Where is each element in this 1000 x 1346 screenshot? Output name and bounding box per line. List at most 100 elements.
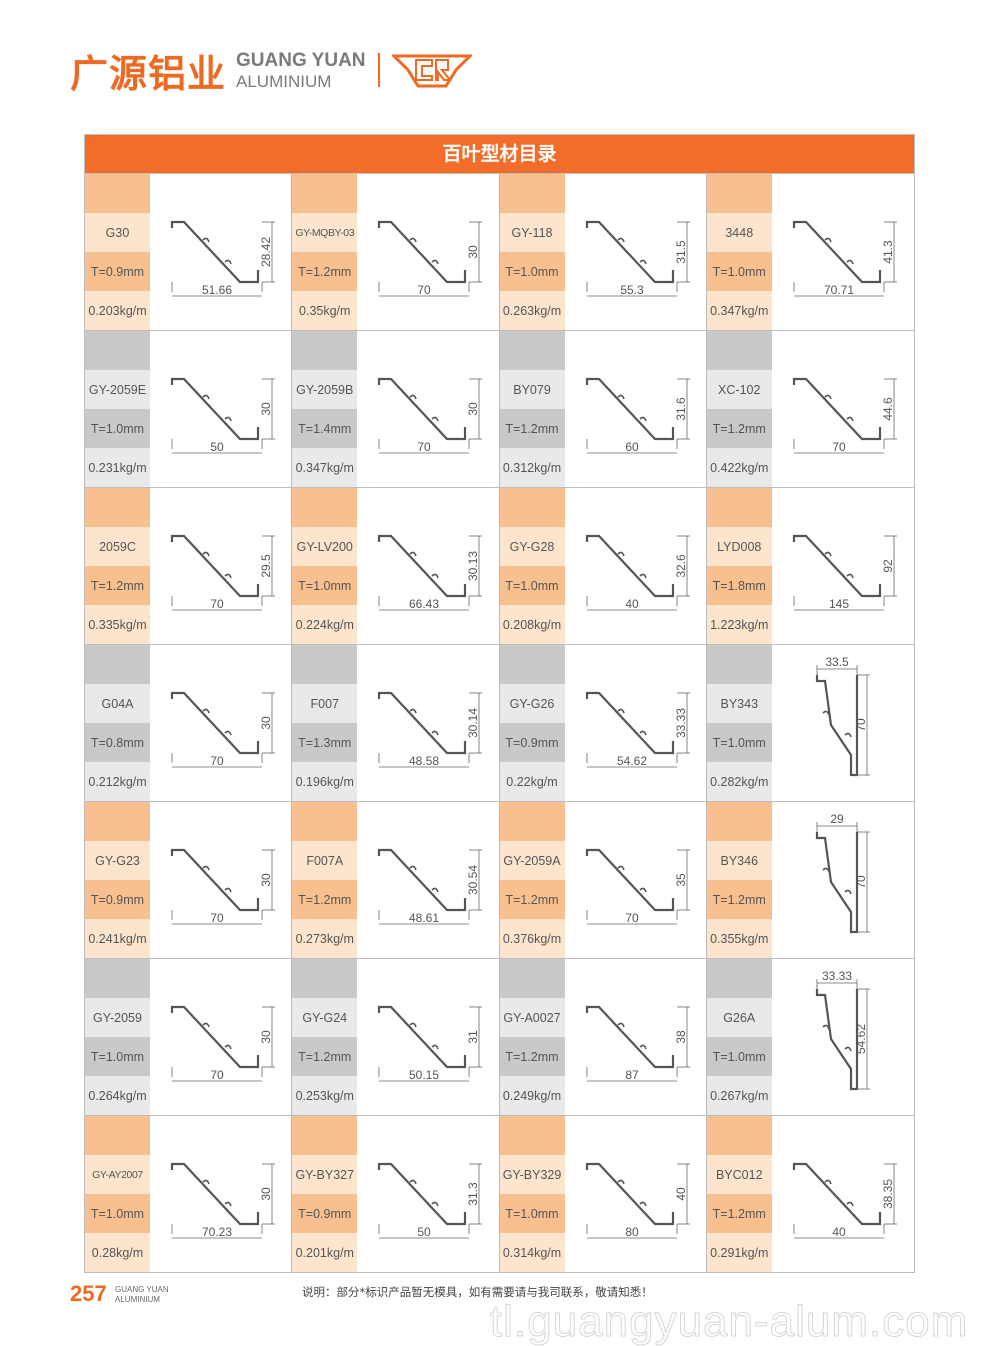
profile-outline <box>585 848 674 912</box>
profile-weight: 0.376kg/m <box>499 919 565 958</box>
profile-thickness: T=1.3mm <box>292 723 358 762</box>
profile-weight: 0.273kg/m <box>292 919 358 958</box>
height-value: 40 <box>674 1187 688 1201</box>
profile-label-column: GY-BY327 T=0.9mm 0.201kg/m <box>292 1116 358 1272</box>
label-spacer <box>85 802 150 841</box>
profile-outline <box>792 534 881 598</box>
profile-label-column: GY-118 T=1.0mm 0.263kg/m <box>499 174 565 330</box>
width-value: 66.43 <box>409 597 439 611</box>
profile-outline <box>170 691 260 755</box>
profile-label-column: GY-G26 T=0.9mm 0.22kg/m <box>499 645 565 801</box>
height-value: 30 <box>259 1187 273 1201</box>
profile-code: BYC012 <box>706 1155 772 1194</box>
profile-thickness: T=1.4mm <box>292 409 358 448</box>
profile-code: GY-BY327 <box>292 1155 358 1194</box>
profile-section-diagram: 33.33 54.62 <box>815 969 870 1091</box>
width-value: 70 <box>418 440 432 454</box>
profile-item: G30 T=0.9mm 0.203kg/m 51.66 28.42 <box>85 174 293 330</box>
profile-label-column: G04A T=0.8mm 0.212kg/m <box>85 645 150 801</box>
clip-hooks <box>202 551 232 579</box>
profile-thickness: T=0.9mm <box>85 252 150 291</box>
width-value: 60 <box>625 440 639 454</box>
profile-item: GY-LV200 T=1.0mm 0.224kg/m 66.43 30.13 <box>292 488 500 644</box>
profile-drawing: 70 29.5 <box>150 488 291 644</box>
profile-outline <box>585 691 674 755</box>
profile-thickness: T=1.2mm <box>499 880 565 919</box>
width-value: 51.66 <box>202 283 232 297</box>
label-spacer <box>706 174 772 213</box>
profile-outline <box>585 377 674 441</box>
profile-item: GY-118 T=1.0mm 0.263kg/m 55.3 31.5 <box>499 174 707 330</box>
profile-code: GY-G26 <box>499 684 565 723</box>
profile-drawing: 40 32.6 <box>565 488 706 644</box>
clip-hooks <box>202 708 232 736</box>
profile-drawing: 48.58 30.14 <box>357 645 498 801</box>
profile-thickness: T=1.2mm <box>292 252 358 291</box>
width-value: 54.62 <box>616 754 646 768</box>
profile-label-column: GY-BY329 T=1.0mm 0.314kg/m <box>499 1116 565 1272</box>
label-spacer <box>292 802 358 841</box>
profile-thickness: T=1.0mm <box>85 1037 150 1076</box>
profile-label-column: GY-2059A T=1.2mm 0.376kg/m <box>499 802 565 958</box>
label-spacer <box>85 174 150 213</box>
profile-label-column: G26A T=1.0mm 0.267kg/m <box>706 959 772 1115</box>
logo-divider <box>377 53 380 87</box>
footer-brand-line2: ALUMINIUM <box>115 1295 160 1304</box>
clip-hooks <box>202 1179 232 1207</box>
profile-drawing: 33.5 70 <box>772 645 914 801</box>
profile-code: GY-2059E <box>85 370 150 409</box>
width-value: 87 <box>625 1068 639 1082</box>
profile-item: BYC012 T=1.2mm 0.291kg/m 40 38.35 <box>706 1116 914 1272</box>
width-value: 70 <box>210 754 224 768</box>
profile-section-diagram: 40 38.35 <box>792 1162 897 1239</box>
height-value: 54.62 <box>854 1024 868 1054</box>
label-spacer <box>292 1116 358 1155</box>
width-value: 70.71 <box>824 283 854 297</box>
profile-code: GY-A0027 <box>499 998 565 1037</box>
width-value: 50 <box>418 1225 432 1239</box>
profile-weight: 0.241kg/m <box>85 919 150 958</box>
profile-drawing: 60 31.6 <box>565 331 706 487</box>
profile-thickness: T=0.8mm <box>85 723 150 762</box>
profile-section-diagram: 145 92 <box>792 534 897 611</box>
profile-item: G26A T=1.0mm 0.267kg/m 33.33 54.62 <box>706 959 914 1115</box>
profile-section-diagram: 70 29.5 <box>170 534 275 611</box>
profile-code: GY-G28 <box>499 527 565 566</box>
clip-hooks <box>616 1179 647 1207</box>
label-spacer <box>85 959 150 998</box>
clip-hooks <box>616 551 647 579</box>
profile-weight: 0.291kg/m <box>706 1233 772 1272</box>
page-number: 257 <box>70 1281 107 1306</box>
profile-drawing: 70 30 <box>150 645 291 801</box>
profile-outline <box>378 1005 467 1069</box>
profile-drawing: 70 30 <box>357 174 498 330</box>
clip-hooks <box>822 1024 852 1052</box>
profile-drawing: 145 92 <box>772 488 914 644</box>
label-spacer <box>292 645 358 684</box>
profile-outline <box>815 832 858 934</box>
profile-section-diagram: 70 30 <box>170 691 275 768</box>
profile-drawing: 70 30 <box>150 959 291 1115</box>
label-spacer <box>706 1116 772 1155</box>
profile-outline <box>378 220 467 284</box>
profile-code: GY-2059 <box>85 998 150 1037</box>
profile-outline <box>170 377 260 441</box>
profile-thickness: T=1.2mm <box>292 1037 358 1076</box>
profile-code: LYD008 <box>706 527 772 566</box>
profile-outline <box>170 220 260 284</box>
profile-outline <box>585 1005 674 1069</box>
profile-thickness: T=1.0mm <box>85 1194 150 1233</box>
profile-drawing: 70.23 30 <box>150 1116 291 1272</box>
profile-weight: 0.282kg/m <box>706 762 772 801</box>
profile-outline <box>585 220 674 284</box>
profile-label-column: GY-G28 T=1.0mm 0.208kg/m <box>499 488 565 644</box>
profile-outline <box>792 377 881 441</box>
label-spacer <box>292 331 358 370</box>
profile-outline <box>170 1162 260 1226</box>
profile-section-diagram: 51.66 28.42 <box>170 220 275 297</box>
height-value: 31.6 <box>674 397 688 421</box>
profile-outline <box>378 377 467 441</box>
height-value: 30 <box>259 716 273 730</box>
width-value: 80 <box>625 1225 639 1239</box>
profile-section-diagram: 50 31.3 <box>378 1162 483 1239</box>
